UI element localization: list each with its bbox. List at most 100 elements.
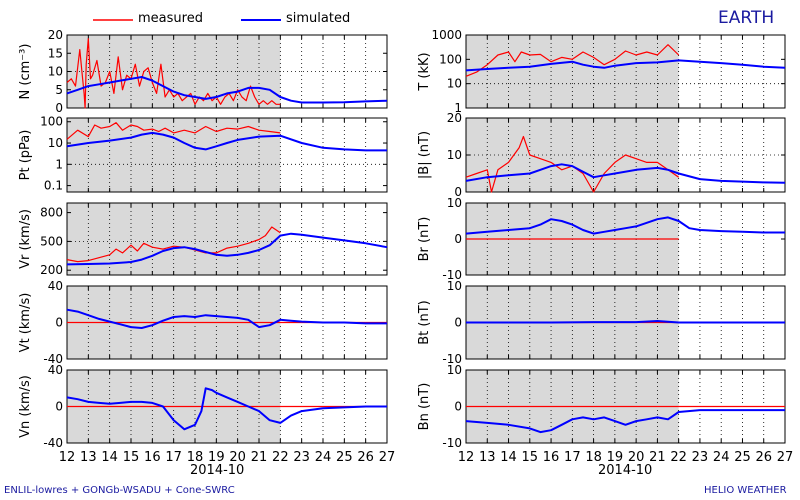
location-title: EARTH xyxy=(718,8,775,28)
legend-simulated-label: simulated xyxy=(286,11,351,26)
x-axis-label-left: 2014-10 xyxy=(190,463,245,478)
series-simulated-line xyxy=(465,216,785,235)
x-tick-label: 16 xyxy=(543,450,560,465)
panel-Vr: 200 500 800 Vr (km/s) xyxy=(18,202,388,277)
y-axis-label: T (kK) xyxy=(417,52,432,91)
y-tick-label: 10 xyxy=(447,196,462,210)
x-tick-label: 26 xyxy=(357,450,374,465)
x-axis-label-right: 2014-10 xyxy=(598,463,653,478)
y-tick-label: 0 xyxy=(454,400,462,414)
panel-T: 1 10 100 1000 T (kK) xyxy=(417,28,786,115)
y-tick-label: -10 xyxy=(442,352,462,366)
x-tick-label: 15 xyxy=(522,450,539,465)
y-axis-label: Vn (km/s) xyxy=(18,375,33,438)
y-tick-label: 0 xyxy=(454,232,462,246)
panel-frame xyxy=(465,34,786,109)
x-tick-label: 27 xyxy=(379,450,396,465)
x-tick-label: 23 xyxy=(692,450,709,465)
x-tick-label: 15 xyxy=(123,450,140,465)
y-tick-label: 40 xyxy=(48,363,63,377)
y-tick-label: 0 xyxy=(454,185,462,199)
y-tick-label: 200 xyxy=(40,263,63,277)
y-axis-label: |B| (nT) xyxy=(417,131,432,179)
y-tick-label: 1000 xyxy=(431,28,462,42)
panel-Vn: 12 13 14 15 16 17 18 19 20 21 22 23 24 25 26 27 -40 0 40 Vn… xyxy=(18,363,395,465)
y-tick-label: -10 xyxy=(442,268,462,282)
panel-Pt: 0.1 1 10 100 Pt (pPa) xyxy=(18,115,388,193)
y-tick-label: 5 xyxy=(55,83,63,97)
x-tick-label: 24 xyxy=(315,450,332,465)
y-axis-label: Vr (km/s) xyxy=(18,209,33,269)
series-simulated-line xyxy=(466,320,785,324)
x-tick-label: 25 xyxy=(336,450,353,465)
y-tick-label: -40 xyxy=(43,436,63,450)
x-tick-label: 24 xyxy=(713,450,730,465)
y-axis-label: Br (nT) xyxy=(417,217,432,262)
series-simulated-line xyxy=(465,163,786,184)
y-tick-label: 20 xyxy=(447,111,462,125)
panel-frame xyxy=(66,202,388,276)
y-tick-label: 1 xyxy=(454,101,462,115)
x-tick-label: 13 xyxy=(479,450,496,465)
panel-N: 0 5 10 15 20 N (cm⁻³) xyxy=(18,28,388,115)
y-tick-label: -10 xyxy=(442,436,462,450)
legend-measured-label: measured xyxy=(138,11,203,26)
y-tick-label: 20 xyxy=(48,28,63,42)
y-axis-label: Vt (km/s) xyxy=(18,293,33,353)
x-tick-label: 25 xyxy=(734,450,751,465)
x-tick-label: 12 xyxy=(458,450,475,465)
x-tick-label: 19 xyxy=(607,450,624,465)
x-tick-label: 27 xyxy=(777,450,794,465)
x-tick-label: 18 xyxy=(585,450,602,465)
y-tick-label: 10 xyxy=(447,279,462,293)
series-measured-line xyxy=(465,44,680,77)
x-tick-label: 17 xyxy=(165,450,182,465)
series-measured-line xyxy=(66,122,281,140)
model-footer: ENLIL-lowres + GONGb-WSADU + Cone-SWRC xyxy=(4,485,235,496)
y-tick-label: 100 xyxy=(40,115,63,129)
y-tick-label: 800 xyxy=(40,206,63,220)
y-tick-label: 10 xyxy=(447,363,462,377)
x-tick-label: 23 xyxy=(293,450,310,465)
panel-Br: -10 0 10 Br (nT) xyxy=(417,196,786,282)
series-simulated-line xyxy=(66,232,388,266)
x-tick-label: 22 xyxy=(670,450,687,465)
panel-B: 0 10 20 |B| (nT) xyxy=(417,111,786,199)
y-tick-label: 100 xyxy=(439,52,462,66)
x-tick-label: 21 xyxy=(649,450,666,465)
series-simulated-line xyxy=(465,59,786,72)
y-axis-label: Pt (pPa) xyxy=(18,130,33,181)
x-tick-label: 16 xyxy=(144,450,161,465)
y-tick-label: 0 xyxy=(55,400,63,414)
y-axis-label: Bn (nT) xyxy=(417,383,432,431)
y-tick-label: 500 xyxy=(40,234,63,248)
y-tick-label: 10 xyxy=(447,148,462,162)
x-tick-label: 14 xyxy=(101,450,118,465)
panel-frame xyxy=(66,117,388,193)
y-tick-label: 15 xyxy=(48,46,63,60)
y-tick-label: 0 xyxy=(55,101,63,115)
series-simulated-line xyxy=(66,308,387,329)
y-tick-label: 10 xyxy=(48,136,63,150)
x-tick-label: 12 xyxy=(59,450,76,465)
series-simulated-line xyxy=(465,409,785,434)
series-simulated-line xyxy=(66,76,388,104)
series-simulated-line xyxy=(66,131,387,152)
panel-Vt: -40 0 40 Vt (km/s) xyxy=(18,279,388,366)
org-footer: HELIO WEATHER xyxy=(704,485,787,496)
panel-Bn: 12 13 14 15 16 17 18 19 20 21 22 23 24 25 26 27 -10 0 10 Bn… xyxy=(417,363,793,465)
y-tick-label: 10 xyxy=(48,65,63,79)
x-tick-label: 21 xyxy=(251,450,268,465)
series-measured-line xyxy=(66,38,281,109)
y-axis-label: N (cm⁻³) xyxy=(18,44,33,100)
series-measured-line xyxy=(66,226,281,263)
series-simulated-line xyxy=(66,387,387,431)
x-tick-label: 17 xyxy=(564,450,581,465)
x-tick-label: 20 xyxy=(628,450,645,465)
x-tick-label: 19 xyxy=(208,450,225,465)
x-tick-label: 14 xyxy=(500,450,517,465)
y-axis-label: Bt (nT) xyxy=(417,300,432,344)
y-tick-label: 0 xyxy=(454,316,462,330)
panel-Bt: -10 0 10 Bt (nT) xyxy=(417,279,786,366)
